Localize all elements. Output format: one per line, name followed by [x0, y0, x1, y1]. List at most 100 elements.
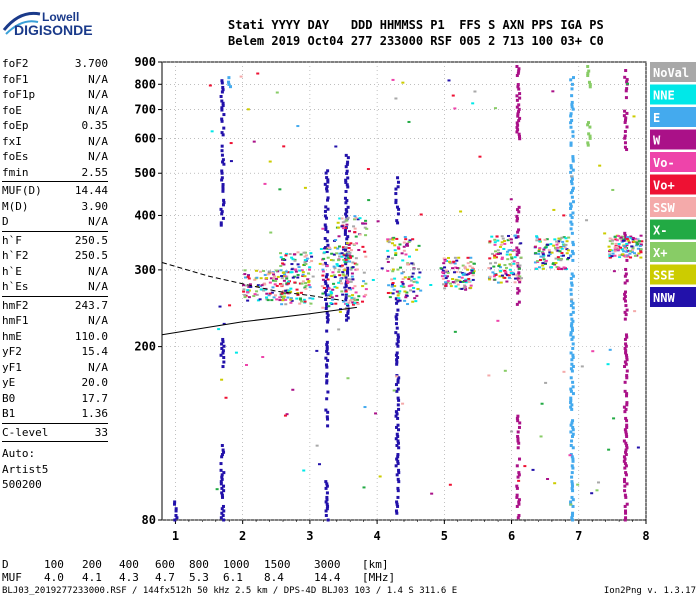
echo-point [334, 145, 338, 148]
echo-point [394, 437, 398, 441]
echo-point [325, 498, 329, 502]
echo-point [462, 272, 466, 275]
echo-point [336, 264, 340, 267]
echo-point [544, 246, 548, 249]
echo-point [332, 253, 336, 256]
echo-point [470, 269, 474, 272]
echo-point [442, 283, 446, 286]
echo-point [455, 270, 459, 273]
param-label: foEp [2, 119, 29, 132]
echo-point [342, 300, 346, 303]
echo-point [517, 248, 521, 252]
echo-point [470, 266, 474, 269]
echo-point [340, 217, 344, 220]
echo-point [355, 242, 359, 245]
echo-point [261, 288, 265, 291]
echo-point [344, 201, 348, 205]
echo-point [499, 269, 503, 272]
echo-point [263, 283, 267, 286]
echo-point [394, 254, 398, 257]
echo-point [515, 493, 519, 497]
echo-point [347, 243, 351, 246]
logo-line1: Lowell [42, 10, 80, 24]
echo-point [405, 294, 409, 297]
echo-point [308, 266, 312, 269]
echo-point [586, 121, 590, 125]
echo-point [465, 273, 469, 276]
echo-point [515, 105, 519, 109]
echo-point [406, 262, 410, 265]
echo-point [363, 226, 367, 229]
echo-point [301, 271, 305, 274]
echo-point [390, 283, 394, 286]
echo-point [512, 272, 516, 275]
echo-point [410, 262, 414, 265]
param-value: N/A [88, 134, 108, 148]
echo-point [268, 292, 272, 295]
echo-point [518, 92, 522, 96]
echo-point [345, 251, 349, 254]
y-tick-label: 500 [134, 166, 156, 180]
echo-point [222, 489, 226, 493]
echo-point [626, 255, 630, 258]
echo-point [518, 96, 522, 100]
echo-point [586, 123, 590, 127]
echo-point [362, 295, 366, 298]
echo-point [610, 255, 614, 258]
echo-point [325, 304, 329, 308]
echo-point [344, 208, 348, 212]
echo-point [512, 260, 516, 263]
echo-point [278, 299, 282, 302]
echo-point [284, 270, 288, 273]
echo-point [396, 495, 400, 499]
echo-point [296, 273, 300, 276]
echo-point [625, 394, 629, 398]
param-label: yE [2, 376, 16, 389]
echo-point [469, 256, 473, 259]
echo-point [404, 296, 408, 299]
echo-point [222, 484, 226, 488]
echo-point [208, 84, 212, 87]
echo-point [301, 273, 305, 276]
echo-point [326, 196, 330, 200]
header-row1: Stati YYYY DAY DDD HHMMSS P1 FFS S AXN P… [228, 18, 604, 32]
echo-point [417, 267, 421, 270]
echo-point [639, 251, 643, 254]
echo-point [283, 275, 287, 278]
echo-point [345, 279, 349, 282]
echo-point [396, 333, 400, 337]
echo-point [281, 271, 285, 274]
echo-point [571, 186, 575, 190]
echo-point [324, 486, 328, 490]
echo-point [547, 254, 551, 257]
echo-point [441, 277, 445, 280]
echo-point [624, 464, 628, 468]
echo-point [287, 282, 291, 285]
param-value: N/A [88, 72, 108, 86]
param-value: 243.7 [74, 298, 108, 312]
echo-point [562, 268, 566, 271]
echo-point [262, 269, 266, 272]
echo-point [263, 182, 267, 185]
echo-point [323, 291, 327, 295]
echo-point [640, 240, 644, 243]
echo-point [395, 301, 399, 305]
echo-point [220, 108, 224, 112]
echo-point [303, 186, 307, 189]
echo-point [620, 239, 624, 242]
echo-point [516, 114, 520, 118]
echo-point [268, 270, 272, 273]
echo-point [493, 256, 497, 259]
echo-point [520, 277, 524, 280]
echo-point [571, 457, 575, 461]
echo-point [323, 261, 327, 265]
echo-point [397, 480, 401, 484]
echo-point [571, 489, 575, 493]
echo-point [611, 239, 615, 242]
echo-point [562, 266, 566, 269]
echo-point [555, 243, 559, 246]
echo-point [222, 471, 226, 475]
echo-point [502, 247, 506, 250]
separator [2, 441, 108, 442]
echo-point [509, 198, 513, 201]
